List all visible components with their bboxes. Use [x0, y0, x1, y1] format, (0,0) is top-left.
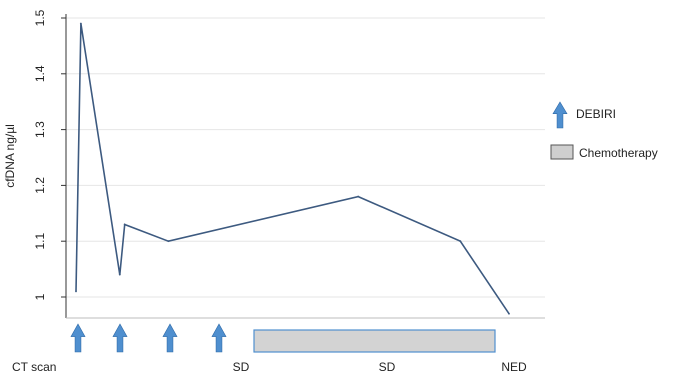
data-point [79, 22, 82, 25]
legend-debiri-arrow-icon [552, 101, 568, 129]
data-point [167, 240, 170, 243]
y-axis-title: cfDNA ng/µl [3, 124, 17, 188]
debiri-arrow [162, 323, 178, 353]
gridlines [66, 17, 545, 298]
ct-scan-labels: CT scan SD SD NED [12, 360, 527, 374]
data-point [75, 290, 77, 293]
data-point [459, 240, 462, 243]
debiri-arrow [70, 323, 86, 353]
data-point [123, 223, 126, 226]
ct-scan-result-label: SD [379, 360, 396, 374]
data-point [508, 312, 510, 315]
ct-scan-result-label: NED [501, 360, 527, 374]
y-tick-label: 1.3 [33, 121, 47, 138]
y-tick-label: 1 [33, 293, 47, 300]
legend-label-chemotherapy: Chemotherapy [579, 146, 658, 160]
y-tick-labels: 1 1.1 1.2 1.3 1.4 1.5 [33, 9, 47, 300]
legend-label-debiri: DEBIRI [576, 107, 616, 121]
series-line [75, 23, 510, 315]
debiri-arrow [112, 323, 128, 353]
debiri-arrow [211, 323, 227, 353]
chemotherapy-bars [253, 329, 496, 353]
data-point [357, 195, 360, 198]
axes [61, 14, 545, 319]
data-point [118, 273, 121, 276]
series-lines [75, 23, 510, 315]
series-points [75, 22, 510, 315]
debiri-arrows [70, 323, 227, 353]
ct-scan-title: CT scan [12, 360, 56, 374]
y-tick-label: 1.2 [33, 177, 47, 194]
chemotherapy-bar [253, 329, 496, 353]
legend-chemotherapy-box-icon [550, 144, 574, 160]
legend: DEBIRI Chemotherapy [550, 101, 658, 160]
y-tick-label: 1.1 [33, 233, 47, 250]
y-tick-label: 1.4 [33, 65, 47, 82]
ct-scan-result-label: SD [233, 360, 250, 374]
y-tick-label: 1.5 [33, 9, 47, 26]
